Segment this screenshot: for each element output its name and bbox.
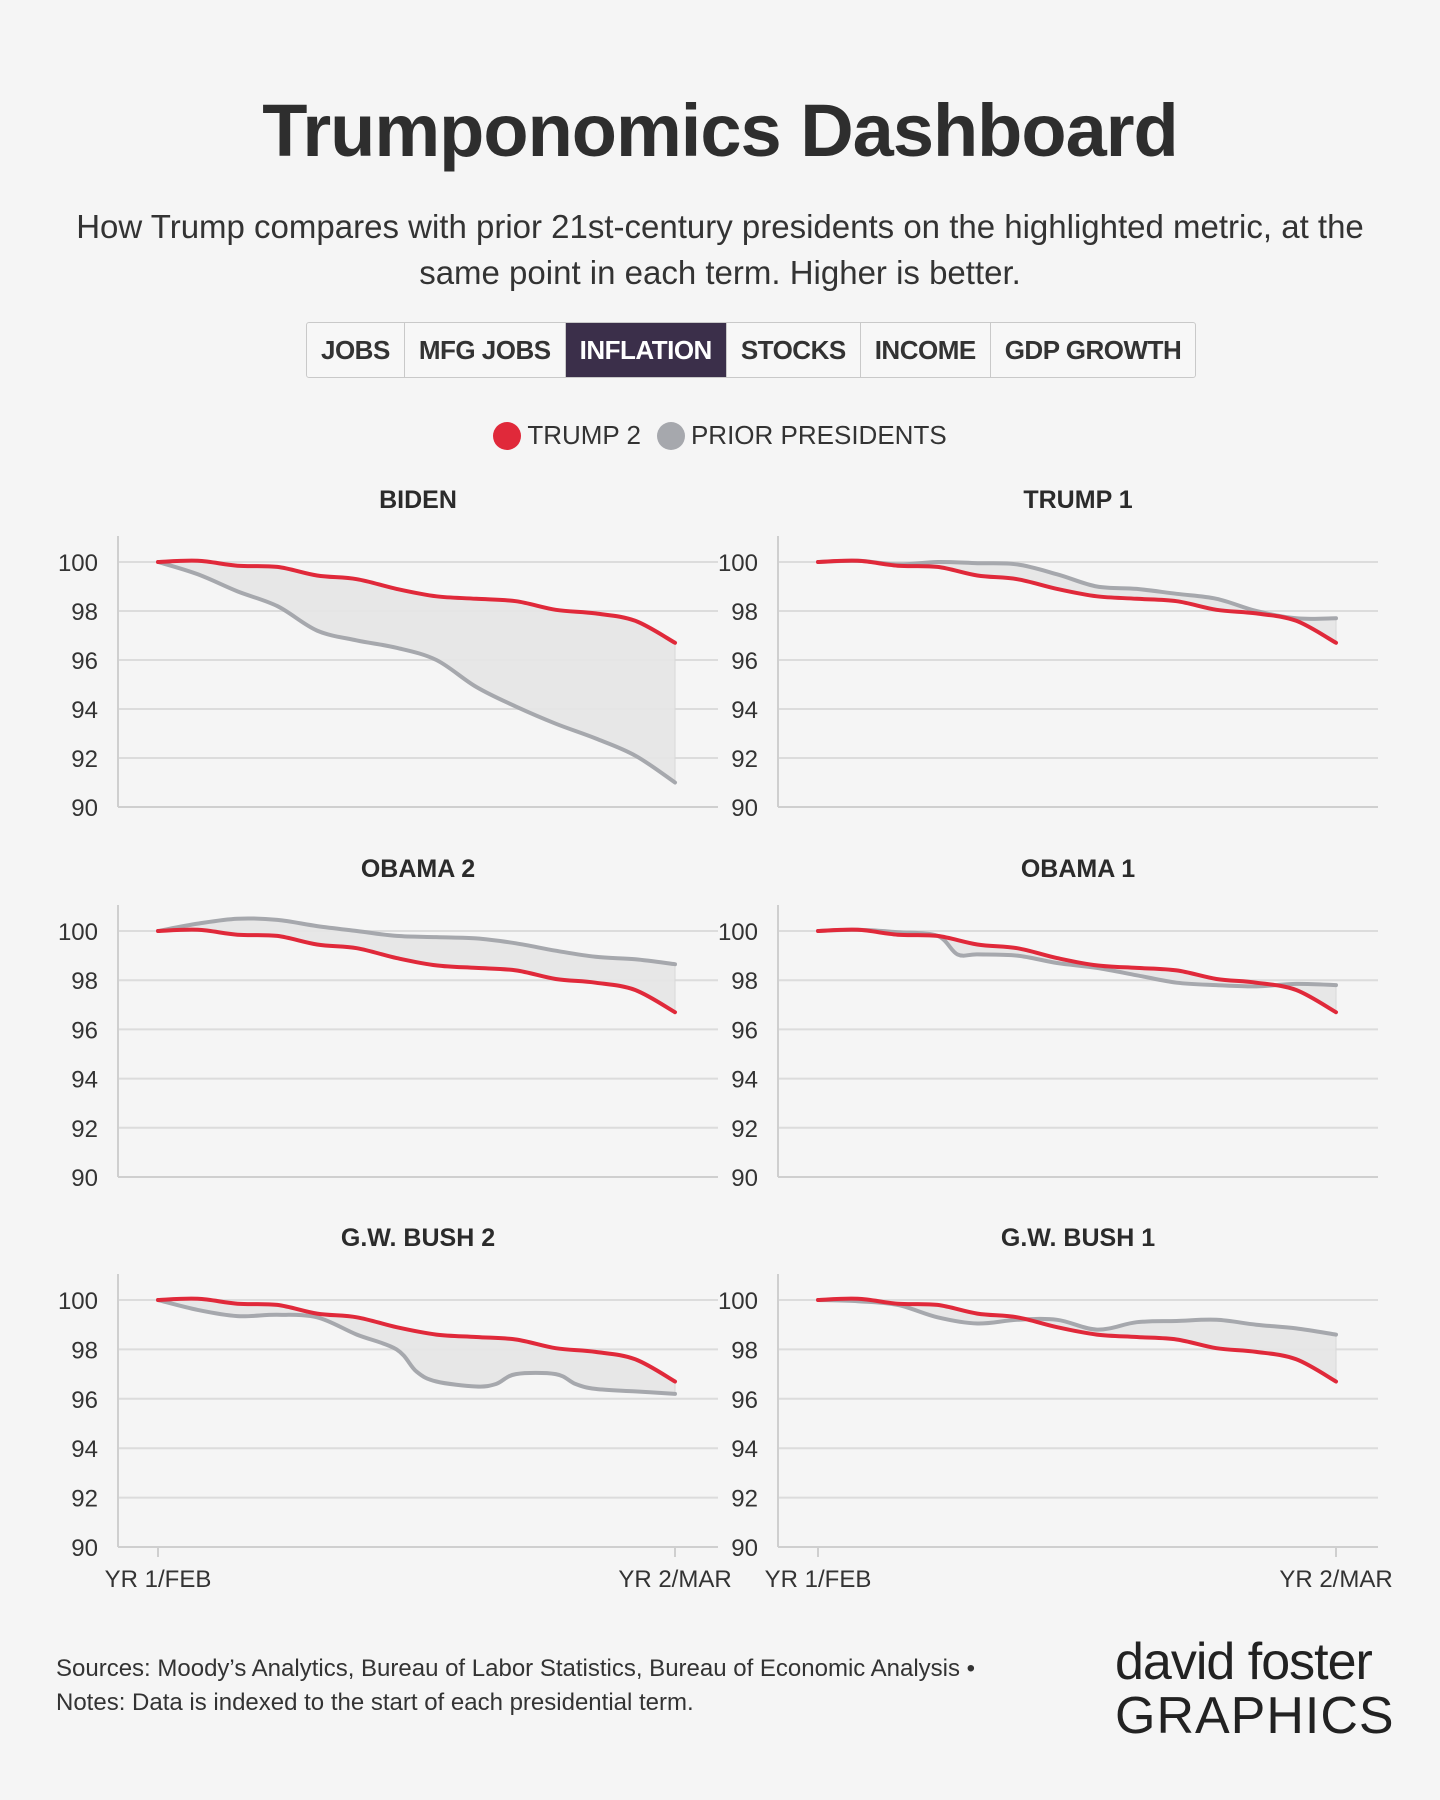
panel-title: G.W. BUSH 1 (1001, 1224, 1155, 1252)
tab-inflation[interactable]: INFLATION (565, 323, 727, 377)
trump2-line (816, 927, 1338, 1015)
y-tick-label: 92 (71, 1116, 98, 1143)
y-tick-label: 98 (71, 968, 98, 995)
x-tick-label: YR 1/FEB (765, 1566, 872, 1593)
panel-g-w-bush-2: G.W. BUSH 2 90 92 94 96 98 100 YR 1/FEB YR 2/MAR (58, 1224, 732, 1593)
y-tick-label: 96 (71, 1017, 98, 1044)
y-tick-label: 96 (731, 1387, 758, 1414)
y-tick-label: 98 (731, 968, 758, 995)
y-tick-label: 90 (731, 795, 758, 822)
brand-logo: david foster GRAPHICS (1115, 1636, 1405, 1744)
y-tick-label: 96 (71, 648, 98, 675)
y-tick-label: 98 (731, 599, 758, 626)
y-tick-label: 100 (58, 1288, 98, 1315)
y-tick-label: 98 (71, 1337, 98, 1364)
gap-area (818, 1298, 1336, 1382)
prior-president-line (156, 1298, 677, 1396)
y-tick-label: 90 (731, 1165, 758, 1192)
x-tick-label: YR 2/MAR (618, 1566, 731, 1593)
legend-dot-trump2 (493, 421, 522, 450)
x-tick-label: YR 1/FEB (105, 1566, 212, 1593)
y-tick-label: 100 (58, 919, 98, 946)
y-tick-label: 94 (71, 1436, 98, 1463)
chart-legend: TRUMP 2 PRIOR PRESIDENTS (0, 420, 1440, 451)
panel-title: OBAMA 2 (361, 855, 475, 883)
y-tick-label: 94 (71, 697, 98, 724)
y-tick-label: 94 (731, 1067, 758, 1094)
tab-income[interactable]: INCOME (861, 323, 991, 377)
legend-item-trump2: TRUMP 2 (493, 420, 641, 451)
legend-label-prior: PRIOR PRESIDENTS (690, 420, 947, 450)
trump2-line (816, 1296, 1338, 1384)
y-tick-label: 92 (731, 1116, 758, 1143)
tab-gdp-growth[interactable]: GDP GROWTH (1004, 335, 1182, 365)
gap-area (158, 1298, 675, 1394)
panel-title: BIDEN (379, 486, 457, 514)
y-tick-label: 92 (71, 746, 98, 773)
y-tick-label: 92 (731, 1486, 758, 1513)
logo-line-1: david foster (1115, 1633, 1373, 1691)
y-tick-label: 96 (71, 1387, 98, 1414)
y-tick-label: 96 (731, 1017, 758, 1044)
panel-obama-1: OBAMA 1 90 92 94 96 98 100 (718, 855, 1378, 1192)
y-tick-label: 94 (71, 1067, 98, 1094)
panel-trump-1: TRUMP 1 90 92 94 96 98 100 (718, 486, 1378, 822)
trump2-line (816, 558, 1338, 645)
y-tick-label: 98 (71, 599, 98, 626)
panel-title: TRUMP 1 (1023, 486, 1132, 514)
y-tick-label: 94 (731, 697, 758, 724)
gap-area (158, 560, 675, 783)
y-tick-label: 92 (731, 746, 758, 773)
trump2-line (156, 927, 677, 1015)
footer-sources: Sources: Moody’s Analytics, Bureau of La… (56, 1655, 976, 1682)
y-tick-label: 94 (731, 1436, 758, 1463)
panel-title: OBAMA 1 (1021, 855, 1135, 883)
page-title: Trumponomics Dashboard (262, 89, 1178, 172)
panel-title: G.W. BUSH 2 (341, 1224, 495, 1252)
footer-notes: Notes: Data is indexed to the start of e… (56, 1689, 694, 1716)
y-tick-label: 90 (71, 795, 98, 822)
y-tick-label: 100 (718, 1288, 758, 1315)
page-subtitle: How Trump compares with prior 21st-centu… (76, 208, 1364, 291)
y-tick-label: 98 (731, 1337, 758, 1364)
trump2-line (156, 1296, 677, 1384)
metric-tabs: JOBS MFG JOBS INFLATION STOCKS INCOME GD… (306, 322, 1197, 378)
y-tick-label: 96 (731, 648, 758, 675)
prior-president-line (156, 560, 677, 785)
tab-mfg-jobs[interactable]: MFG JOBS (405, 323, 566, 377)
y-tick-label: 100 (58, 550, 98, 577)
y-tick-label: 92 (71, 1486, 98, 1513)
prior-president-line (816, 927, 1338, 989)
tab-jobs[interactable]: JOBS (307, 323, 405, 377)
footer: Sources: Moody’s Analytics, Bureau of La… (56, 1652, 975, 1720)
y-tick-label: 90 (71, 1165, 98, 1192)
panel-obama-2: OBAMA 2 90 92 94 96 98 100 (58, 855, 718, 1192)
logo-line-2: GRAPHICS (1115, 1687, 1395, 1745)
legend-item-prior: PRIOR PRESIDENTS (656, 420, 947, 451)
gap-area (818, 929, 1336, 1013)
legend-label-trump2: TRUMP 2 (527, 420, 641, 450)
y-tick-label: 100 (718, 550, 758, 577)
prior-president-line (156, 916, 677, 967)
tab-stocks[interactable]: STOCKS (727, 323, 861, 377)
panel-biden: BIDEN 90 92 94 96 98 100 (58, 486, 718, 822)
trump2-line (156, 558, 677, 645)
y-tick-label: 100 (718, 919, 758, 946)
legend-dot-prior (656, 421, 685, 450)
y-tick-label: 90 (71, 1535, 98, 1562)
panel-g-w-bush-1: G.W. BUSH 1 90 92 94 96 98 100 YR 1/FEB YR 2/MAR (718, 1224, 1393, 1593)
y-tick-label: 90 (731, 1535, 758, 1562)
gap-area (818, 560, 1336, 643)
x-tick-label: YR 2/MAR (1279, 1566, 1392, 1593)
